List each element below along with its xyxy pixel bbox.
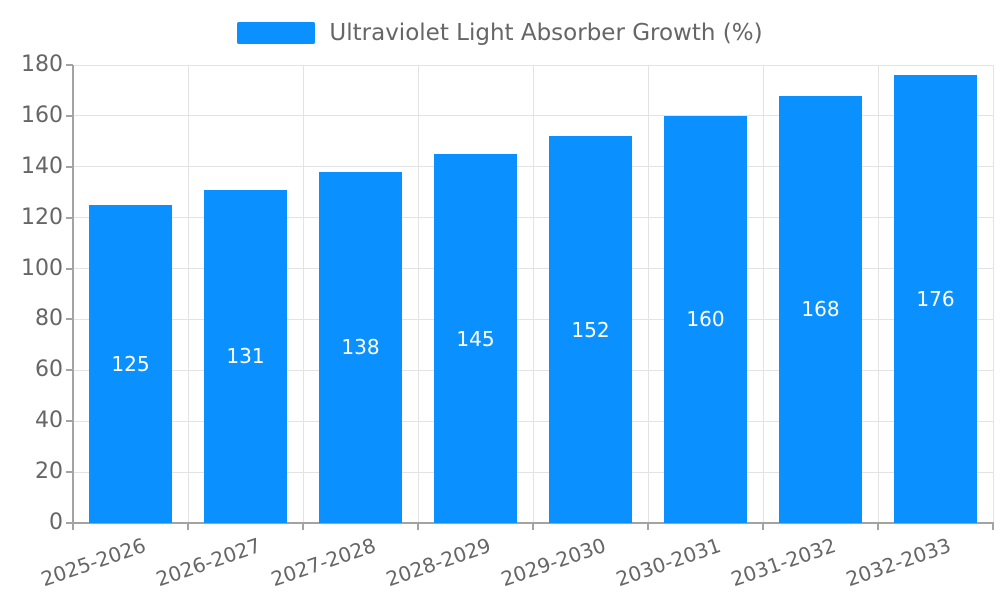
bar-value-label: 160 <box>686 307 725 332</box>
bar-value-label: 145 <box>456 326 495 351</box>
gridline-vertical <box>647 65 649 523</box>
bar-value-label: 138 <box>341 335 380 360</box>
x-axis-tick <box>417 523 419 530</box>
bar <box>89 204 172 523</box>
y-axis-tick <box>66 64 73 66</box>
legend[interactable]: Ultraviolet Light Absorber Growth (%) <box>0 20 1000 46</box>
x-axis-category-label: 2032-2033 <box>843 533 955 592</box>
y-axis-tick <box>66 165 73 168</box>
y-axis-line <box>72 65 74 530</box>
y-axis-tick-label: 140 <box>21 153 63 179</box>
legend-label: Ultraviolet Light Absorber Growth (%) <box>329 20 763 46</box>
legend-swatch <box>237 22 316 44</box>
bar <box>319 171 402 523</box>
bar <box>434 154 517 523</box>
y-axis-tick <box>66 522 73 524</box>
gridline-vertical <box>532 65 534 523</box>
x-axis-line <box>72 522 994 524</box>
x-axis-tick <box>762 523 764 530</box>
y-axis-tick <box>66 471 73 474</box>
y-axis-tick-label: 180 <box>21 52 63 77</box>
y-axis-tick <box>66 369 73 372</box>
x-axis-category-label: 2031-2032 <box>728 533 840 592</box>
y-axis-tick <box>66 420 73 423</box>
gridline-vertical <box>302 65 304 523</box>
bar <box>549 136 632 523</box>
gridline-vertical <box>187 65 189 523</box>
bar-value-label: 131 <box>226 344 265 369</box>
x-axis-category-label: 2026-2027 <box>153 533 265 592</box>
gridline-vertical <box>877 65 879 523</box>
x-axis-tick <box>877 523 879 530</box>
x-axis-tick <box>532 523 534 530</box>
bar-value-label: 176 <box>916 287 955 312</box>
x-axis-tick <box>302 523 304 530</box>
y-axis-tick <box>66 114 73 117</box>
gridline-vertical <box>762 65 764 523</box>
bar <box>664 115 747 523</box>
x-axis-category-label: 2030-2031 <box>613 533 725 592</box>
bar <box>204 189 287 523</box>
y-axis-tick-label: 80 <box>35 306 63 332</box>
x-axis-tick <box>187 523 189 530</box>
x-axis-tick <box>647 523 649 530</box>
y-axis-tick-label: 100 <box>21 255 63 281</box>
y-axis-tick <box>66 216 73 219</box>
gridline-vertical <box>992 65 994 523</box>
x-axis-category-label: 2027-2028 <box>268 533 380 592</box>
y-axis-tick <box>66 267 73 270</box>
x-axis-category-label: 2029-2030 <box>498 533 610 592</box>
y-axis-tick-label: 20 <box>35 459 63 485</box>
bar-value-label: 168 <box>801 297 840 322</box>
bar-value-label: 152 <box>571 317 610 342</box>
x-axis-category-label: 2025-2026 <box>38 533 150 592</box>
x-axis-tick <box>992 523 994 530</box>
bar <box>894 75 977 523</box>
bar <box>779 95 862 523</box>
bar-value-label: 125 <box>111 351 150 376</box>
y-axis-tick-label: 120 <box>21 204 63 230</box>
y-axis-tick-label: 40 <box>35 408 63 434</box>
gridline-vertical <box>417 65 419 523</box>
y-axis-tick <box>66 318 73 321</box>
y-axis-tick-label: 160 <box>21 102 63 128</box>
y-axis-tick-label: 0 <box>49 510 63 535</box>
x-axis-category-label: 2028-2029 <box>383 533 495 592</box>
y-axis-tick-label: 60 <box>35 357 63 383</box>
